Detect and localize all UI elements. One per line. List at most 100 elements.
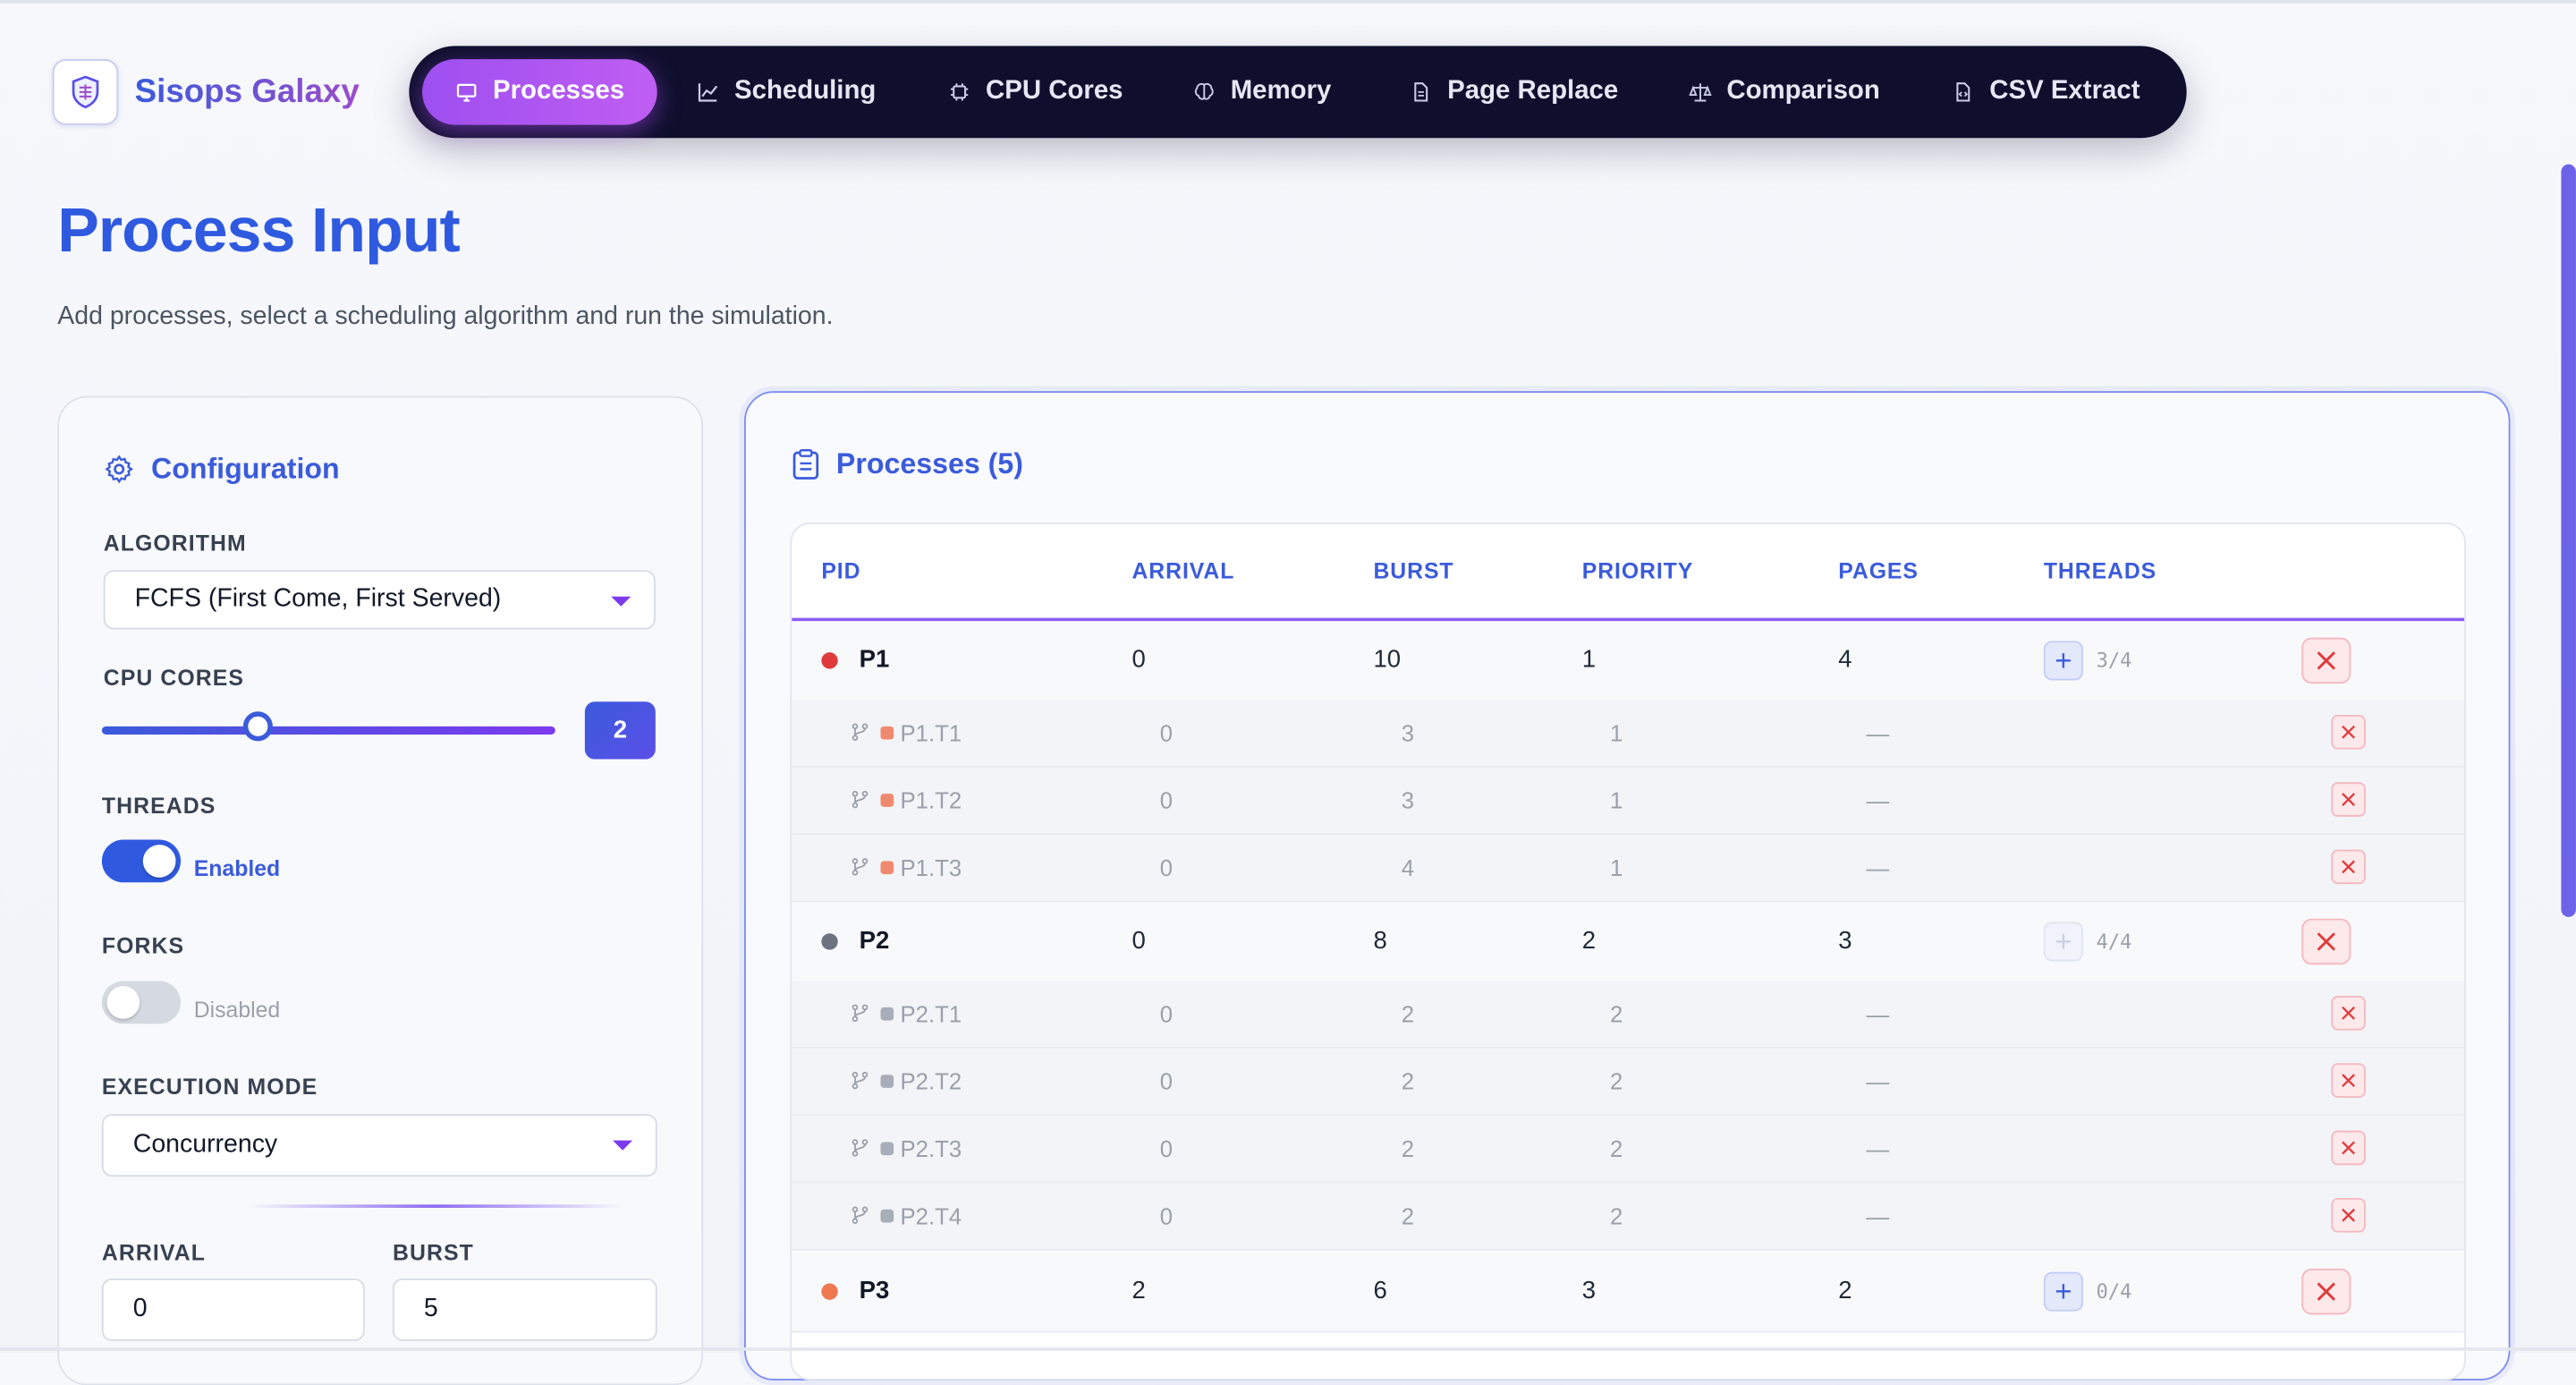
- algorithm-select[interactable]: FCFS (First Come, First Served): [103, 570, 656, 630]
- forks-label: FORKS: [101, 933, 185, 958]
- thread-burst: 2: [1401, 1067, 1415, 1095]
- algorithm-label: ALGORITHM: [103, 531, 247, 556]
- process-priority: 1: [1581, 645, 1597, 675]
- tab-label: CSV Extract: [1989, 77, 2140, 106]
- tab-label: Memory: [1230, 77, 1332, 106]
- thread-row[interactable]: P1.T2 0 3 1 —: [792, 767, 2465, 836]
- gear-icon: [105, 455, 133, 484]
- close-icon: [2342, 1006, 2355, 1020]
- thread-pages: —: [1866, 786, 1890, 814]
- configuration-panel: Configuration ALGORITHM FCFS (First Come…: [57, 395, 704, 1385]
- chart-line-icon: [698, 83, 718, 102]
- tab-memory[interactable]: Memory: [1192, 59, 1331, 124]
- process-pid: P3: [859, 1277, 890, 1305]
- process-color-dot: [821, 652, 838, 669]
- thread-row[interactable]: P2.T4 0 2 2 —: [792, 1183, 2465, 1251]
- process-arrival: 2: [1131, 1277, 1146, 1305]
- table-row[interactable]: P3 2 6 3 2 + 0/4: [792, 1252, 2465, 1333]
- thread-id: P1.T3: [900, 854, 962, 881]
- thread-pages: —: [1866, 719, 1890, 746]
- delete-process-button[interactable]: [2301, 918, 2351, 965]
- execution-mode-select[interactable]: Concurrency: [101, 1114, 657, 1177]
- col-pid: PID: [821, 558, 861, 584]
- delete-process-button[interactable]: [2301, 637, 2351, 684]
- threads-toggle[interactable]: [101, 839, 182, 883]
- tab-comparison[interactable]: Comparison: [1689, 59, 1880, 124]
- delete-thread-button[interactable]: [2331, 782, 2366, 817]
- thread-burst: 2: [1401, 1135, 1415, 1162]
- cpu-cores-slider-thumb[interactable]: [242, 711, 273, 742]
- cpu-cores-value: 2: [584, 701, 656, 760]
- tab-label: Scheduling: [734, 77, 877, 106]
- thread-color: [880, 726, 894, 740]
- process-arrival: 0: [1131, 926, 1146, 956]
- cpu-cores-slider[interactable]: [101, 726, 555, 735]
- thread-pages: —: [1866, 1202, 1890, 1229]
- thread-id: P2.T2: [900, 1067, 962, 1095]
- delete-process-button[interactable]: [2301, 1268, 2351, 1315]
- thread-row[interactable]: P2.T2 0 2 2 —: [792, 1048, 2465, 1117]
- delete-thread-button[interactable]: [2331, 996, 2366, 1031]
- tab-cpu-cores[interactable]: CPU Cores: [948, 59, 1123, 124]
- delete-thread-button[interactable]: [2331, 1063, 2366, 1098]
- thread-priority: 1: [1609, 786, 1623, 814]
- bottom-border: [0, 1347, 2576, 1351]
- thread-color: [880, 1142, 894, 1156]
- page-scrollbar[interactable]: [2561, 164, 2576, 917]
- thread-row[interactable]: P2.T1 0 2 2 —: [792, 981, 2465, 1049]
- tab-csv-extract[interactable]: CSV Extract: [1952, 59, 2140, 124]
- thread-color: [880, 1209, 894, 1223]
- burst-input[interactable]: 5: [392, 1278, 657, 1341]
- thread-row[interactable]: P1.T1 0 3 1 —: [792, 700, 2465, 768]
- thread-pages: —: [1866, 854, 1890, 881]
- add-thread-button[interactable]: +: [2043, 922, 2083, 962]
- brand[interactable]: Sisops Galaxy: [52, 59, 360, 125]
- tab-scheduling[interactable]: Scheduling: [697, 59, 877, 124]
- thread-row[interactable]: P1.T3 0 4 1 —: [792, 835, 2465, 903]
- thread-color: [880, 794, 894, 807]
- thread-priority: 1: [1609, 854, 1623, 881]
- table-row[interactable]: P1 0 10 1 4 + 3/4: [792, 621, 2465, 702]
- process-pages: 4: [1838, 645, 1852, 675]
- thread-arrival: 0: [1159, 1000, 1174, 1027]
- close-icon: [2342, 1208, 2355, 1222]
- toggle-knob: [106, 986, 140, 1019]
- thread-id: P1.T1: [900, 719, 962, 746]
- thread-burst: 2: [1401, 1000, 1415, 1027]
- delete-thread-button[interactable]: [2331, 849, 2366, 885]
- section-divider: [246, 1204, 624, 1208]
- delete-thread-button[interactable]: [2331, 1197, 2366, 1233]
- col-priority: PRIORITY: [1581, 558, 1694, 584]
- process-pid: P2: [859, 926, 890, 956]
- process-burst: 8: [1373, 926, 1387, 956]
- thread-priority: 2: [1609, 1135, 1623, 1162]
- git-branch-icon: [852, 790, 869, 809]
- app-name: Sisops Galaxy: [134, 72, 360, 110]
- delete-thread-button[interactable]: [2331, 1130, 2366, 1166]
- thread-row[interactable]: P2.T3 0 2 2 —: [792, 1116, 2465, 1184]
- file-icon: [1414, 82, 1428, 102]
- add-thread-button[interactable]: +: [2043, 1271, 2083, 1312]
- col-arrival: ARRIVAL: [1131, 558, 1235, 584]
- arrival-label: ARRIVAL: [101, 1240, 206, 1266]
- close-icon: [2342, 725, 2355, 739]
- tab-page-replace[interactable]: Page Replace: [1410, 59, 1618, 124]
- git-branch-icon: [852, 1004, 869, 1023]
- add-thread-button[interactable]: +: [2043, 641, 2083, 681]
- processes-title: Processes (5): [792, 447, 1023, 482]
- table-row[interactable]: P2 0 8 2 3 + 4/4: [792, 902, 2465, 983]
- process-pid: P1: [859, 645, 890, 675]
- thread-arrival: 0: [1159, 719, 1174, 746]
- brain-icon: [1194, 82, 1214, 100]
- col-burst: BURST: [1373, 558, 1454, 584]
- tab-processes[interactable]: Processes: [422, 59, 657, 125]
- delete-thread-button[interactable]: [2331, 714, 2366, 750]
- arrival-input[interactable]: 0: [101, 1278, 365, 1341]
- forks-toggle[interactable]: [101, 981, 182, 1024]
- thread-count: 0/4: [2096, 1279, 2132, 1304]
- process-pages: 3: [1838, 926, 1852, 956]
- process-color-dot: [821, 933, 838, 950]
- page-subtitle: Add processes, select a scheduling algor…: [57, 302, 834, 331]
- close-icon: [2342, 1141, 2355, 1155]
